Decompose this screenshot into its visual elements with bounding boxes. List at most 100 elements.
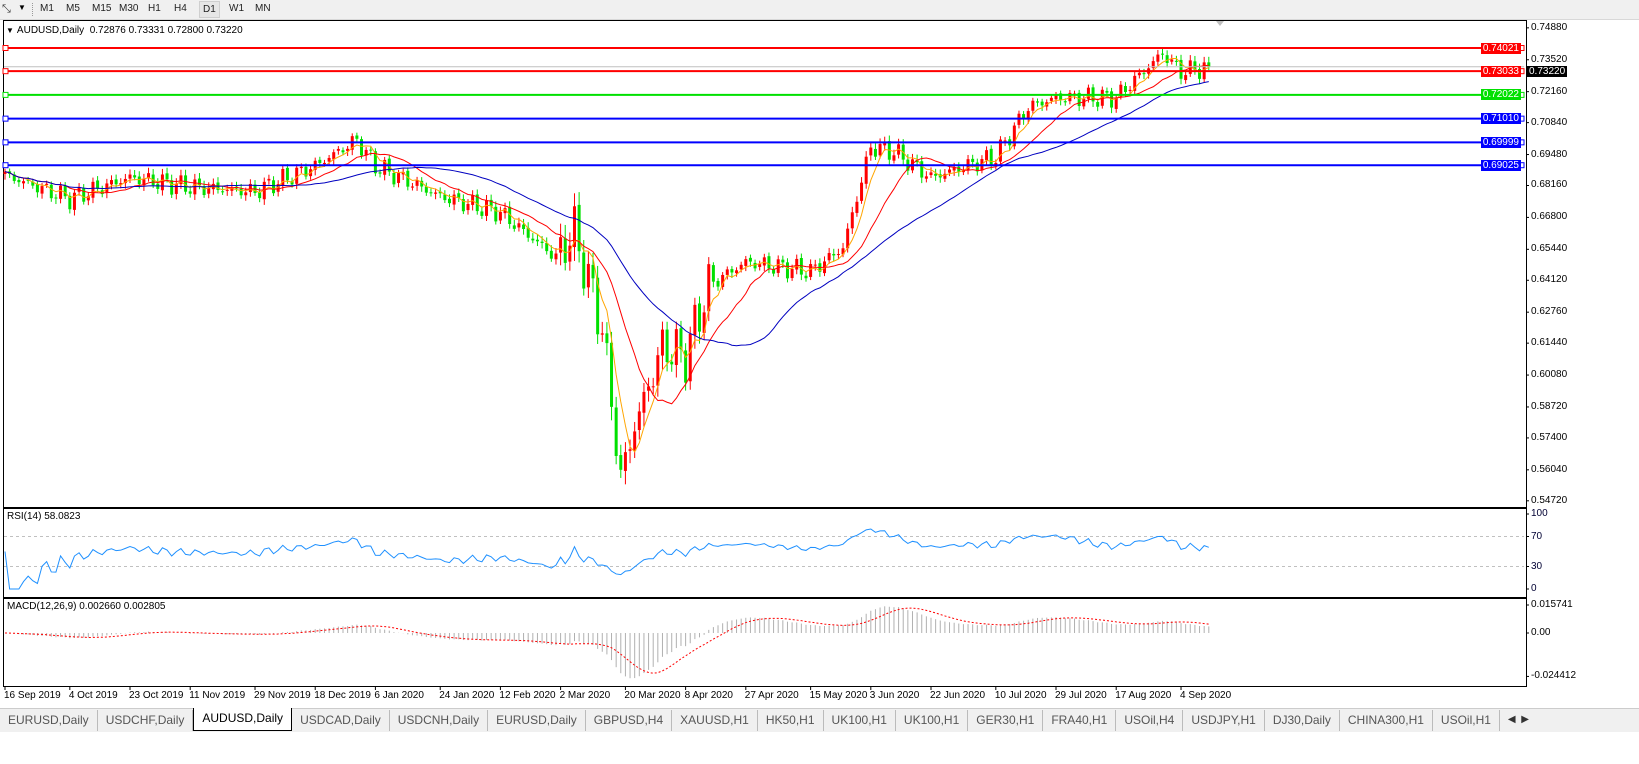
candle-body — [748, 257, 752, 262]
price-axis-label: 0.68160 — [1531, 179, 1568, 191]
level-anchor-handle — [2, 91, 9, 98]
chevron-down-icon[interactable]: ▼ — [18, 3, 26, 12]
candle-body — [1174, 60, 1178, 62]
candle-body — [665, 329, 669, 363]
macd-axis-label: 0.00 — [1531, 627, 1551, 638]
candle-body — [915, 159, 919, 163]
tab-uk100-h1[interactable]: UK100,H1 — [896, 710, 969, 731]
candle-body — [59, 185, 63, 199]
time-axis-label: 22 Jun 2020 — [930, 690, 986, 701]
tab-usoil-h4[interactable]: USOil,H4 — [1116, 710, 1184, 731]
macd-label: MACD(12,26,9) 0.002660 0.002805 — [7, 601, 166, 612]
candle-body — [1040, 101, 1044, 106]
price-axis-label: 0.70840 — [1531, 116, 1568, 128]
candle-body — [563, 238, 567, 263]
candle-body — [378, 172, 382, 174]
tab-usdchf-daily[interactable]: USDCHF,Daily — [98, 710, 194, 731]
tab-hk50-h1[interactable]: HK50,H1 — [758, 710, 824, 731]
candle-body — [346, 148, 350, 152]
candle-body — [443, 194, 447, 201]
toolbar-grip[interactable] — [32, 3, 35, 16]
tab-xauusd-h1[interactable]: XAUUSD,H1 — [672, 710, 758, 731]
candle-body — [96, 180, 100, 189]
timeframe-m1[interactable]: M1 — [40, 3, 54, 14]
candle-body — [869, 147, 873, 156]
tab-dj30-daily[interactable]: DJ30,Daily — [1265, 710, 1340, 731]
candle-body — [262, 181, 266, 200]
scroll-left-icon[interactable]: ◀ — [1507, 714, 1516, 725]
scroll-right-icon[interactable]: ▶ — [1521, 714, 1529, 725]
price-axis-label: 0.60080 — [1531, 369, 1568, 381]
tab-audusd-daily[interactable]: AUDUSD,Daily — [193, 708, 293, 731]
candle-body — [600, 333, 604, 335]
candle-body — [961, 170, 965, 173]
candle-body — [679, 328, 683, 350]
candle-body — [133, 175, 137, 178]
candle-body — [1105, 90, 1109, 93]
candle-body — [26, 179, 30, 181]
candle-body — [327, 157, 331, 162]
time-axis-label: 8 Apr 2020 — [684, 690, 733, 701]
timeframe-m5[interactable]: M5 — [66, 3, 80, 14]
candle-body — [336, 148, 340, 151]
candle-body — [735, 270, 739, 274]
timeframe-h4[interactable]: H4 — [174, 3, 187, 14]
timeframe-m15[interactable]: M15 — [92, 3, 112, 14]
candle-body — [1179, 59, 1183, 79]
macd-panel[interactable] — [3, 598, 1527, 687]
candle-body — [3, 171, 7, 174]
candle-body — [68, 195, 72, 210]
candle-body — [920, 161, 924, 178]
timeframe-d1[interactable]: D1 — [199, 1, 220, 18]
price-axis-label: 0.64120 — [1531, 274, 1568, 286]
candle-body — [184, 175, 188, 192]
time-axis-label: 16 Sep 2019 — [4, 690, 61, 701]
candle-body — [647, 386, 651, 391]
candle-body — [299, 166, 303, 169]
timeframe-m30[interactable]: M30 — [119, 3, 139, 14]
timeframe-mn[interactable]: MN — [255, 3, 271, 14]
candle-body — [795, 258, 799, 270]
price-axis-label: 0.66800 — [1531, 211, 1568, 223]
tab-ger30-h1[interactable]: GER30,H1 — [968, 710, 1044, 731]
candle-body — [855, 201, 859, 213]
tab-eurusd-daily[interactable]: EURUSD,Daily — [488, 710, 586, 731]
candle-body — [628, 449, 632, 451]
tab-china300-h1[interactable]: CHINA300,H1 — [1340, 710, 1433, 731]
candle-body — [591, 264, 595, 279]
timeframe-w1[interactable]: W1 — [229, 3, 244, 14]
candle-body — [586, 263, 590, 288]
candle-body — [929, 172, 933, 176]
tab-fra40-h1[interactable]: FRA40,H1 — [1043, 710, 1117, 731]
time-axis-label: 4 Sep 2020 — [1180, 690, 1232, 701]
candle-body — [40, 186, 44, 194]
timeframe-h1[interactable]: H1 — [148, 3, 161, 14]
tab-usdcad-daily[interactable]: USDCAD,Daily — [292, 710, 390, 731]
tab-eurusd-daily[interactable]: EURUSD,Daily — [0, 710, 98, 731]
candle-body — [767, 256, 771, 269]
tab-gbpusd-h4[interactable]: GBPUSD,H4 — [586, 710, 673, 731]
time-axis-label: 20 Mar 2020 — [624, 690, 681, 701]
level-anchor-handle — [2, 45, 9, 51]
candle-body — [873, 148, 877, 157]
time-axis-label: 2 Mar 2020 — [559, 690, 611, 701]
candle-body — [1133, 75, 1137, 91]
candle-body — [369, 149, 373, 151]
rsi-panel[interactable] — [3, 508, 1527, 598]
tab-usdcnh-daily[interactable]: USDCNH,Daily — [390, 710, 489, 731]
candle-body — [1193, 61, 1197, 70]
collapse-triangle-icon[interactable]: ▼ — [6, 26, 14, 35]
candle-body — [434, 192, 438, 194]
candle-body — [517, 223, 521, 228]
candle-body — [522, 224, 526, 230]
tab-usoil-h1[interactable]: USOil,H1 — [1433, 710, 1500, 731]
candle-body — [730, 269, 734, 273]
candle-body — [1082, 98, 1086, 107]
tab-usdjpy-h1[interactable]: USDJPY,H1 — [1183, 710, 1265, 731]
price-chart-panel[interactable] — [3, 20, 1527, 508]
candle-body — [739, 264, 743, 270]
tab-uk100-h1[interactable]: UK100,H1 — [824, 710, 896, 731]
crosshair-tool-icon[interactable]: ⤡ — [2, 3, 11, 15]
candle-body — [1068, 92, 1072, 102]
candle-body — [239, 188, 243, 196]
